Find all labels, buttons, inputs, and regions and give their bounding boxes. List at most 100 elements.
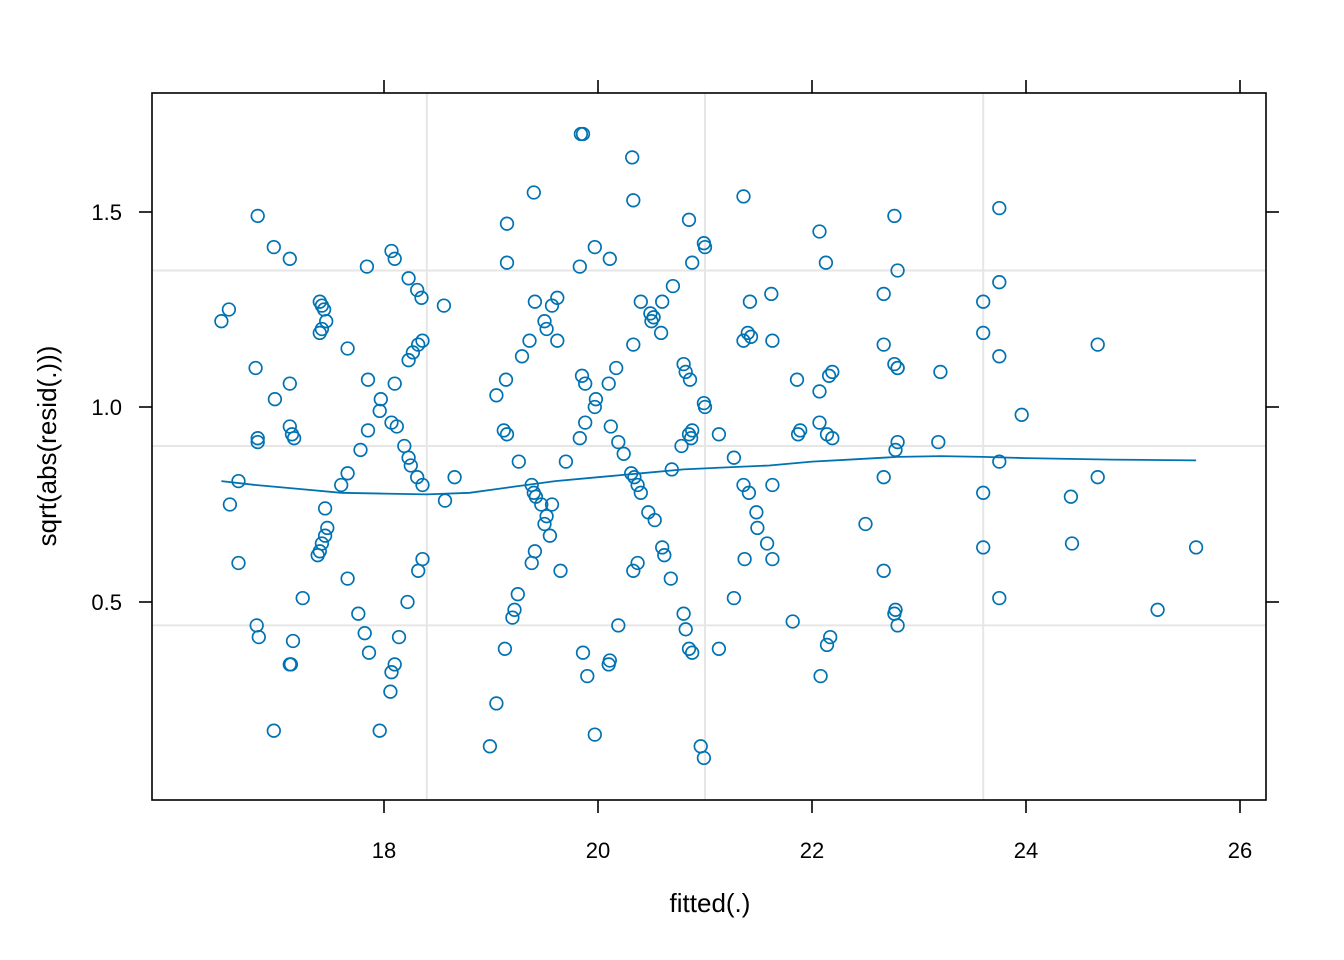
data-point	[221, 302, 237, 317]
data-point	[609, 360, 624, 376]
data-point	[685, 423, 700, 438]
data-point	[575, 126, 591, 142]
data-point	[976, 294, 991, 309]
data-point	[360, 423, 376, 438]
data-point	[887, 356, 902, 372]
data-point	[544, 497, 560, 512]
data-point	[765, 551, 780, 567]
data-point	[572, 431, 587, 446]
data-point	[514, 349, 530, 364]
data-point	[499, 216, 515, 231]
data-point	[542, 528, 558, 543]
data-point	[646, 310, 661, 325]
data-point	[764, 286, 779, 302]
data-point	[550, 333, 565, 348]
data-point	[759, 536, 775, 551]
data-point	[740, 325, 755, 341]
data-point	[360, 372, 376, 387]
data-point	[890, 434, 905, 450]
data-point	[685, 255, 700, 270]
data-point	[575, 645, 591, 660]
data-point	[497, 641, 513, 656]
data-point	[511, 454, 526, 469]
data-point	[793, 423, 808, 438]
data-point	[685, 645, 700, 660]
x-tick-label: 26	[1228, 838, 1252, 863]
data-point	[587, 399, 602, 415]
plot-frame	[151, 92, 1267, 801]
data-point	[813, 668, 828, 684]
data-point	[819, 637, 835, 653]
data-point	[726, 450, 742, 465]
data-point	[633, 485, 648, 500]
data-point	[743, 329, 759, 344]
data-point	[823, 629, 838, 645]
data-point	[681, 641, 697, 656]
data-point	[992, 200, 1007, 216]
x-tick-labels: 18 20 22 24 26	[372, 838, 1252, 863]
data-point	[1150, 602, 1165, 617]
data-point	[697, 399, 713, 415]
data-points	[214, 126, 1204, 766]
data-point	[415, 333, 430, 348]
data-point	[539, 509, 554, 524]
data-point	[537, 314, 552, 329]
data-point	[1090, 470, 1105, 485]
data-point	[812, 415, 827, 430]
x-axis-title: fitted(.)	[670, 888, 751, 918]
data-point	[526, 185, 541, 200]
data-point	[626, 337, 641, 352]
data-point	[681, 212, 697, 227]
data-point	[697, 239, 713, 255]
data-point	[250, 208, 265, 224]
data-point	[527, 294, 543, 309]
data-point	[387, 376, 402, 391]
data-point	[611, 434, 626, 450]
data-point	[553, 563, 568, 578]
data-point	[295, 590, 310, 606]
data-point	[489, 388, 504, 403]
data-point	[572, 259, 587, 274]
data-point	[931, 434, 946, 450]
data-point	[876, 337, 891, 352]
data-point	[602, 653, 617, 668]
data-point	[665, 278, 681, 294]
data-point	[498, 372, 514, 387]
data-point	[357, 626, 372, 641]
data-point	[415, 551, 430, 567]
y-tick-labels: 0.5 1.0 1.5	[91, 200, 122, 615]
data-point	[505, 610, 520, 625]
data-point	[1063, 489, 1079, 504]
data-point	[890, 360, 905, 376]
data-point	[283, 657, 299, 672]
data-point	[602, 251, 617, 266]
data-point	[789, 372, 805, 387]
x-tick-label: 22	[800, 838, 824, 863]
data-point	[616, 446, 631, 461]
data-point	[812, 224, 827, 239]
data-point	[736, 189, 751, 204]
data-point	[674, 438, 689, 454]
x-tick-label: 18	[372, 838, 396, 863]
data-point	[976, 485, 991, 500]
data-point	[400, 594, 415, 610]
data-point	[741, 485, 757, 500]
data-point	[643, 306, 658, 321]
y-tick-label: 0.5	[91, 590, 122, 615]
data-point	[976, 540, 991, 555]
data-point	[888, 442, 903, 458]
data-point	[655, 294, 670, 309]
data-point	[489, 696, 504, 711]
data-point	[626, 563, 641, 578]
data-point	[587, 727, 602, 742]
data-point	[267, 392, 283, 407]
grid-lines	[152, 93, 1266, 800]
data-point	[231, 555, 246, 571]
data-point	[285, 633, 301, 649]
data-point	[601, 376, 616, 391]
data-point	[933, 364, 948, 380]
data-point	[401, 271, 416, 286]
data-point	[482, 739, 498, 754]
